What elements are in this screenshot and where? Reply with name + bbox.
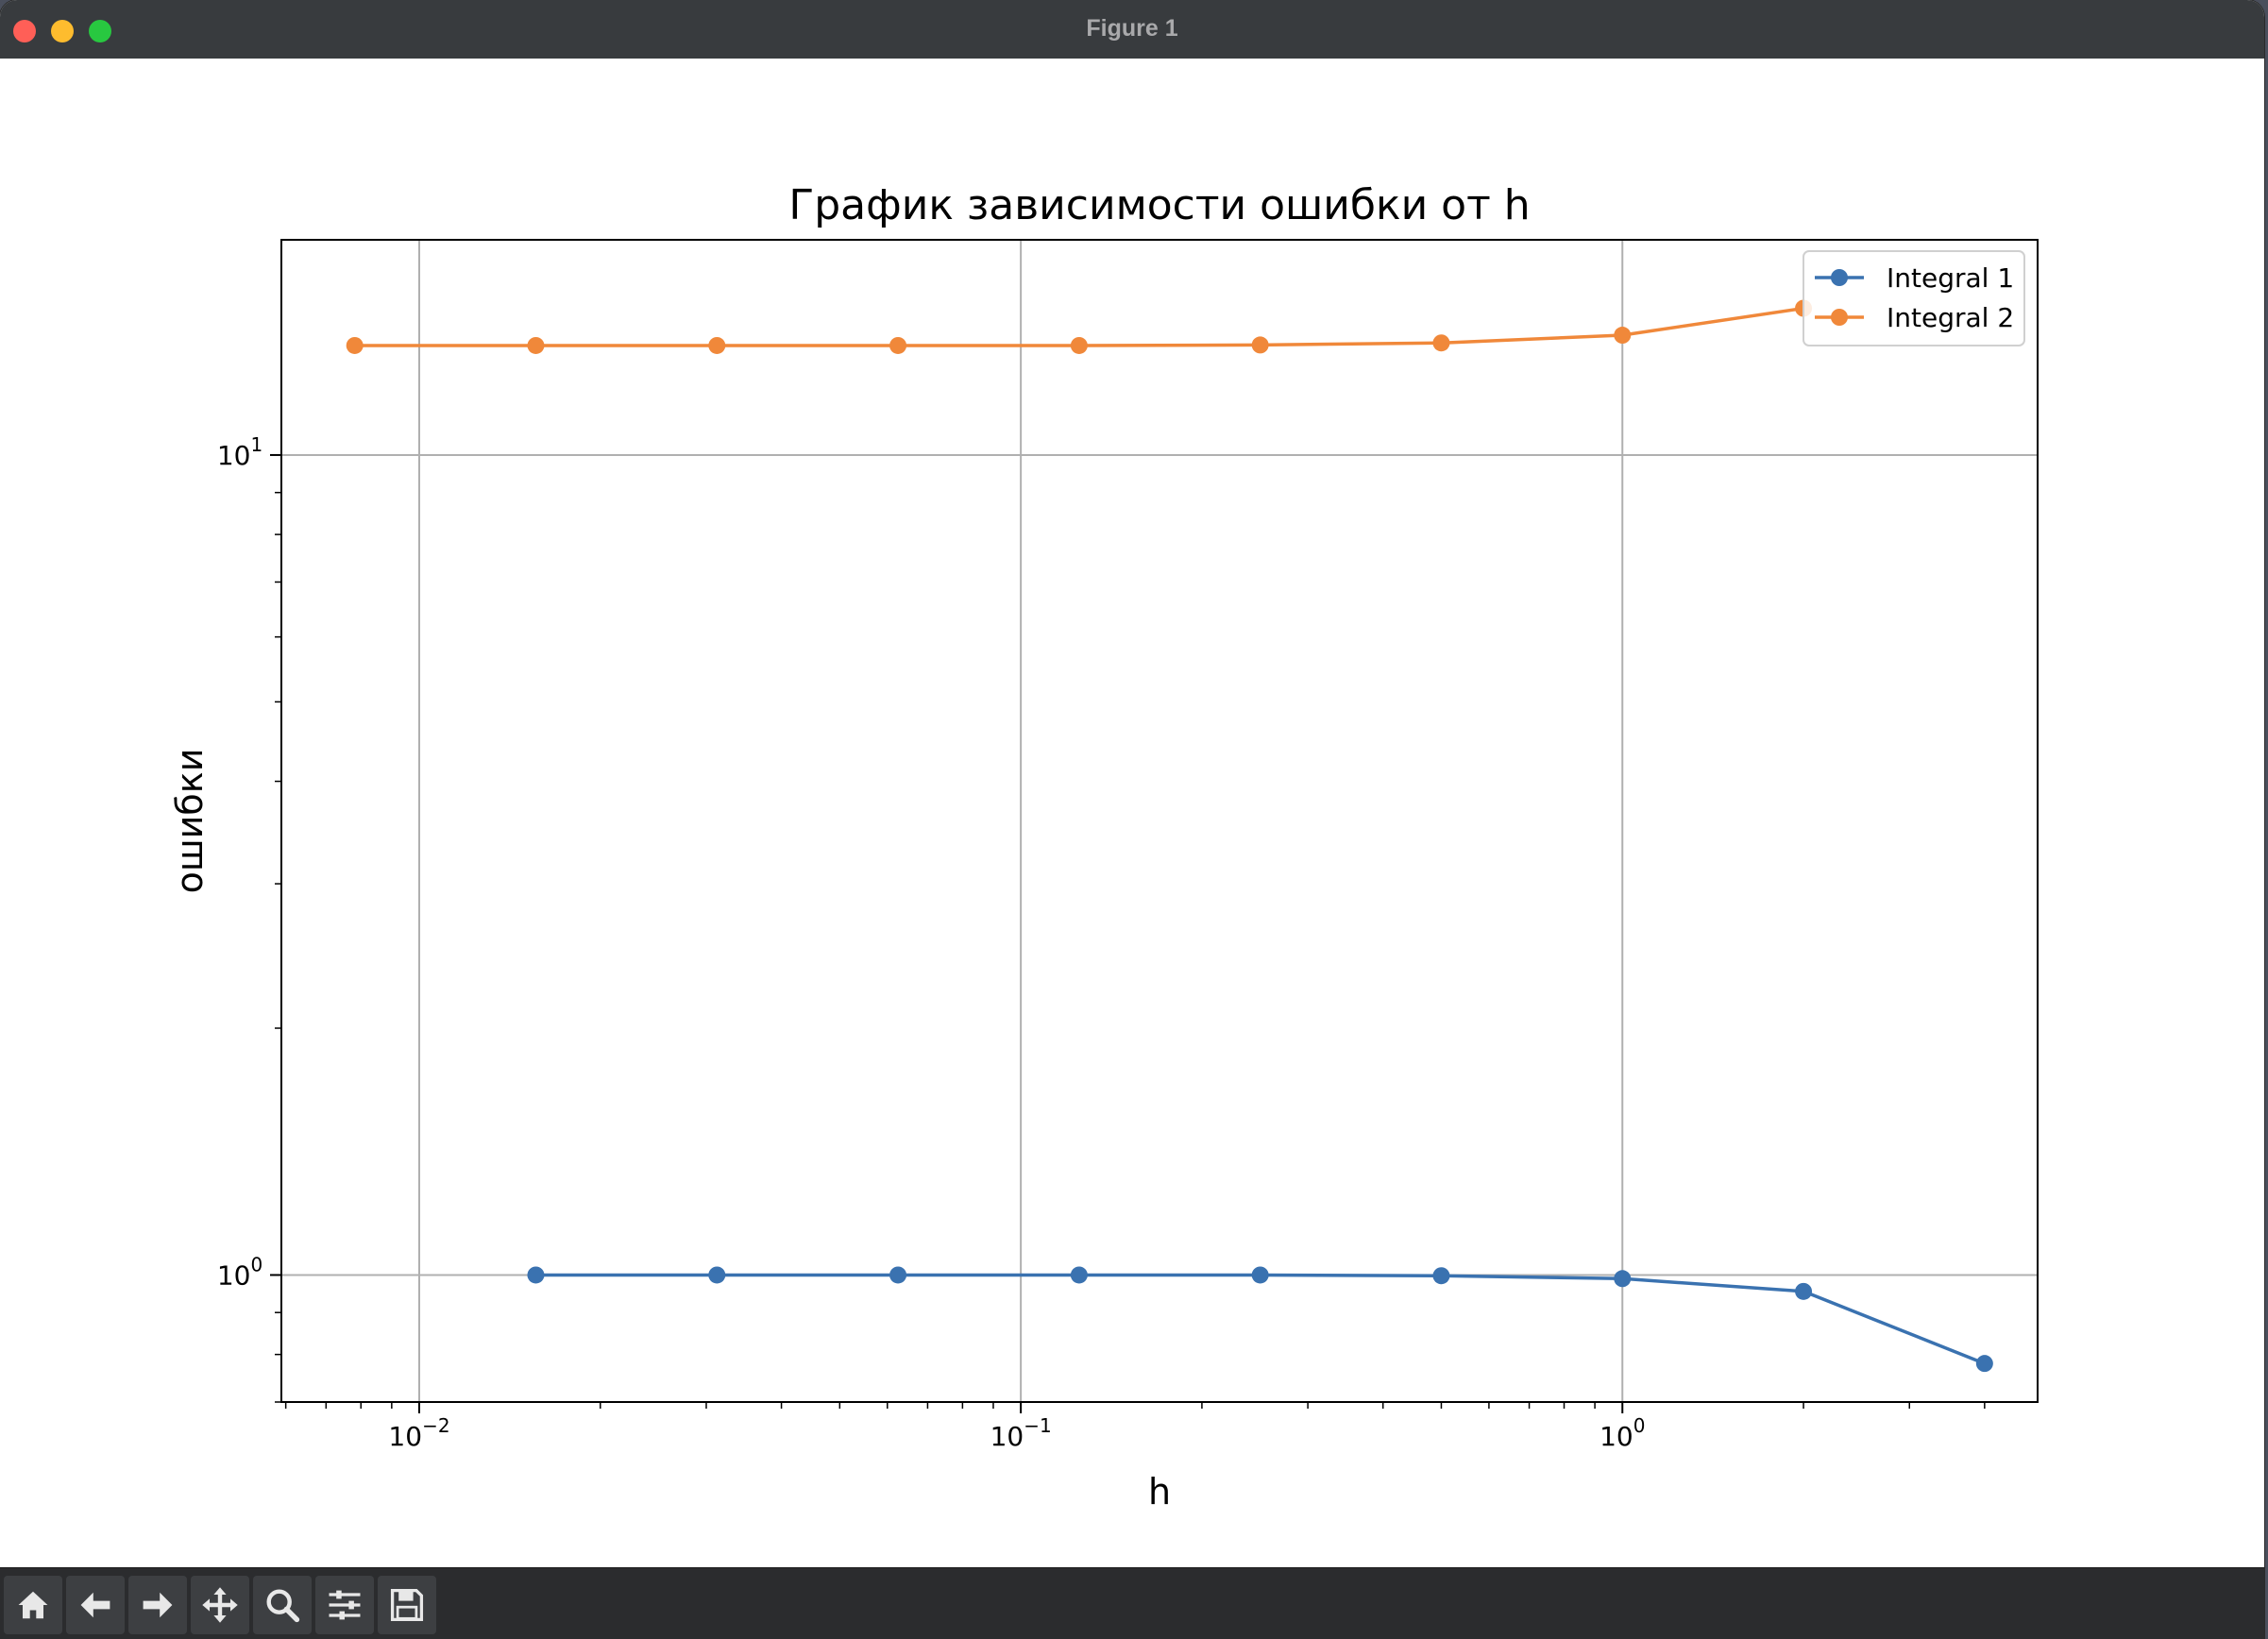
data-point: [1070, 336, 1088, 354]
tick-marks: [270, 453, 1624, 1413]
legend-item: Integral 2: [1815, 302, 2014, 333]
x-tick-label: 100: [1599, 1414, 1645, 1452]
data-point: [1251, 336, 1269, 354]
title-bar[interactable]: Figure 1: [0, 0, 2264, 59]
series-line: [535, 1273, 1986, 1365]
data-point: [1432, 334, 1450, 352]
home-button[interactable]: [4, 1576, 62, 1634]
move-icon: [202, 1587, 238, 1623]
series-1: [527, 1266, 1993, 1373]
data-point: [527, 336, 545, 354]
data-point: [889, 336, 907, 354]
data-point: [1975, 1355, 1993, 1373]
home-icon: [18, 1591, 48, 1619]
legend-label: Integral 1: [1887, 262, 2014, 294]
data-point: [889, 1266, 907, 1284]
minimize-window-button[interactable]: [51, 20, 74, 42]
series-2: [346, 299, 1813, 354]
magnifier-icon: [266, 1589, 300, 1623]
chart-title: График зависимости ошибки от h: [788, 181, 1530, 229]
data-point: [346, 336, 364, 354]
y-axis-label: ошибки: [169, 749, 211, 894]
grid: [281, 240, 2038, 1402]
tick-labels: 10−2 10−1 100 100 101: [217, 433, 1646, 1452]
y-tick-label: 100: [217, 1253, 262, 1291]
back-button[interactable]: [66, 1576, 125, 1634]
legend-marker: [1831, 309, 1848, 326]
arrow-left-icon: [80, 1592, 110, 1618]
data-point: [708, 1266, 726, 1284]
save-button[interactable]: [378, 1576, 436, 1634]
window-title: Figure 1: [1086, 15, 1178, 42]
legend-label: Integral 2: [1887, 302, 2014, 333]
x-tick-label: 10−2: [388, 1414, 449, 1452]
maximize-window-button[interactable]: [89, 20, 111, 42]
data-point: [527, 1266, 545, 1284]
sliders-icon: [329, 1590, 361, 1620]
x-axis-label: h: [1148, 1471, 1171, 1512]
data-point: [1795, 1282, 1813, 1300]
y-tick-label: 101: [217, 433, 262, 471]
chart[interactable]: 10−2 10−1 100 100 101 График зависимости оши…: [0, 59, 2264, 1567]
legend-marker: [1831, 269, 1848, 286]
pan-button[interactable]: [191, 1576, 249, 1634]
data-point: [1614, 1270, 1632, 1288]
data-point: [708, 336, 726, 354]
zoom-button[interactable]: [253, 1576, 312, 1634]
plot-area-frame: [280, 239, 2039, 1403]
legend-item: Integral 1: [1815, 262, 2014, 294]
figure-canvas[interactable]: 10−2 10−1 100 100 101 График зависимости оши…: [0, 59, 2264, 1567]
x-tick-label: 10−1: [990, 1414, 1052, 1452]
legend-box: [1803, 250, 2025, 346]
forward-button[interactable]: [128, 1576, 187, 1634]
data-point: [1070, 1266, 1088, 1284]
series-lines: [346, 299, 1993, 1373]
navigation-toolbar: [0, 1567, 2264, 1639]
close-window-button[interactable]: [13, 20, 36, 42]
data-point: [1432, 1267, 1450, 1285]
arrow-right-icon: [143, 1592, 173, 1618]
data-point: [1614, 327, 1632, 345]
legend: Integral 1 Integral 2: [1803, 250, 2025, 346]
minor-ticks: [275, 491, 1986, 1409]
configure-subplots-button[interactable]: [315, 1576, 374, 1634]
floppy-disk-icon: [390, 1588, 424, 1622]
data-point: [1251, 1266, 1269, 1284]
